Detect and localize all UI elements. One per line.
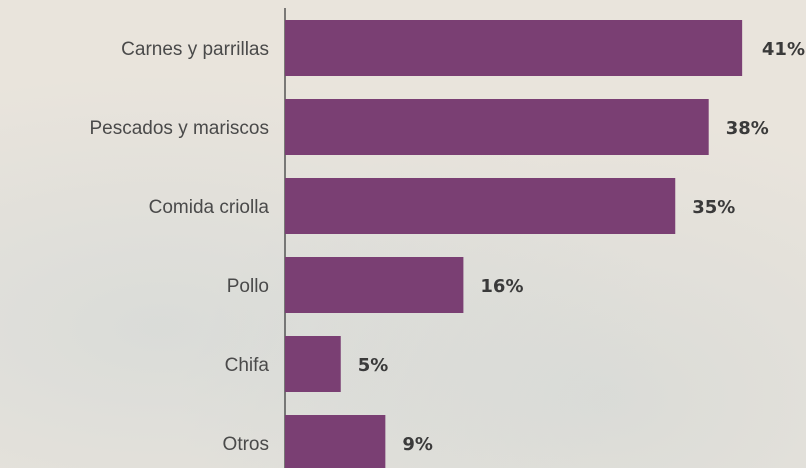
category-label-0: Carnes y parrillas xyxy=(121,39,269,60)
value-label-5: 9% xyxy=(402,434,433,455)
category-labels: Carnes y parrillas Pescados y mariscos Com… xyxy=(89,39,269,455)
value-label-2: 35% xyxy=(692,197,735,218)
value-label-1: 38% xyxy=(726,118,769,139)
bar-1 xyxy=(285,99,709,155)
category-label-2: Comida criolla xyxy=(149,197,270,218)
category-label-1: Pescados y mariscos xyxy=(89,118,269,139)
bar-4 xyxy=(285,336,341,392)
value-label-3: 16% xyxy=(480,276,523,297)
bar-2 xyxy=(285,178,676,234)
bar-3 xyxy=(285,257,464,313)
value-label-4: 5% xyxy=(358,355,389,376)
category-label-5: Otros xyxy=(223,434,269,455)
category-label-4: Chifa xyxy=(225,355,270,376)
bar-5 xyxy=(285,415,386,468)
bar-0 xyxy=(285,20,743,76)
value-label-0: 41% xyxy=(762,39,805,60)
value-labels: 41% 38% 35% 16% 5% 9% xyxy=(358,39,805,455)
category-label-3: Pollo xyxy=(227,276,269,297)
bars-group xyxy=(285,20,743,468)
